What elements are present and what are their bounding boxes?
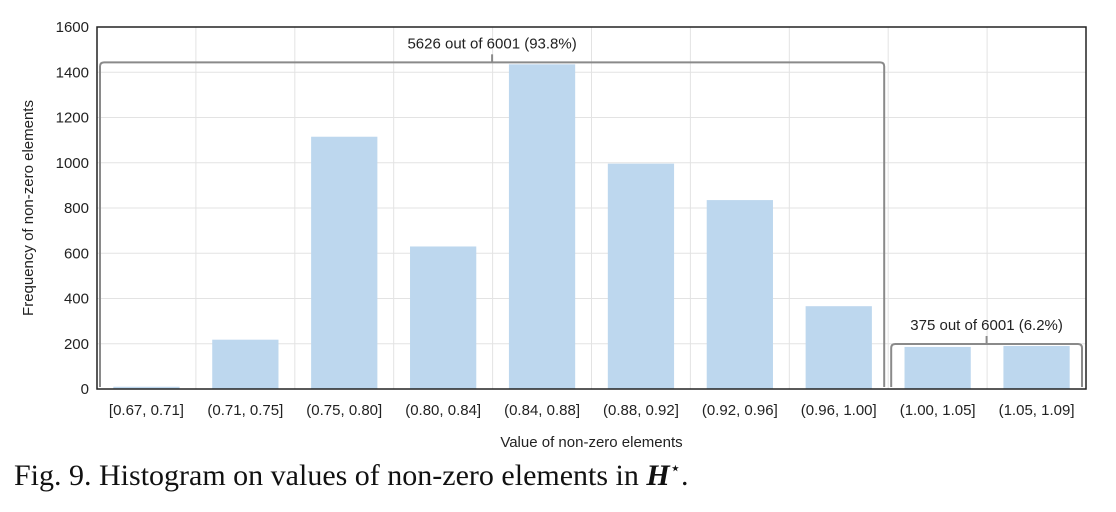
y-tick-label: 1200	[56, 110, 89, 127]
annotation-brackets: 5626 out of 6001 (93.8%) 375 out of 6001 …	[99, 35, 1083, 387]
y-tick-label: 800	[64, 200, 89, 217]
annotation-label: 5626 out of 6001 (93.8%)	[407, 35, 576, 52]
bar	[113, 386, 180, 389]
bar	[706, 200, 773, 389]
annotation-bracket	[890, 343, 1083, 387]
x-axis-ticks: [0.67, 0.71] (0.71, 0.75] (0.75, 0.80] (0.8…	[109, 402, 1075, 419]
plot-frame	[96, 26, 1087, 390]
y-tick-label: 400	[64, 291, 89, 308]
histogram-chart: 5626 out of 6001 (93.8%) 375 out of 6001 …	[20, 19, 1087, 451]
bar	[904, 346, 971, 389]
y-tick-label: 600	[64, 245, 89, 262]
x-tick-label: [0.67, 0.71]	[109, 402, 184, 419]
bar	[311, 136, 378, 389]
y-tick-label: 200	[64, 336, 89, 353]
caption-suffix: .	[681, 459, 689, 492]
caption-text: Fig. 9. Histogram on values of non-zero …	[14, 459, 647, 492]
x-tick-label: (0.96, 1.00]	[801, 402, 877, 419]
x-axis-label: Value of non-zero elements	[500, 434, 682, 451]
caption-math-symbol: H⋆	[646, 458, 681, 492]
x-tick-label: (0.75, 0.80]	[306, 402, 382, 419]
y-tick-label: 1000	[56, 155, 89, 172]
x-tick-label: (1.05, 1.09]	[999, 402, 1075, 419]
figure-caption: Fig. 9. Histogram on values of non-zero …	[14, 458, 689, 493]
grid-lines	[97, 26, 1086, 390]
y-tick-label: 0	[81, 381, 89, 398]
bars	[113, 64, 1070, 390]
y-axis-ticks: 0 200 400 600 800 1000 1200 1400 1600	[56, 19, 89, 398]
caption-superscript: ⋆	[669, 458, 681, 478]
bar	[805, 306, 872, 389]
bar	[1003, 346, 1070, 389]
y-tick-label: 1400	[56, 64, 89, 81]
bar	[607, 163, 675, 389]
x-tick-label: (0.92, 0.96]	[702, 402, 778, 419]
x-tick-label: (0.84, 0.88]	[504, 402, 580, 419]
bar	[410, 246, 477, 389]
x-tick-label: (0.71, 0.75]	[207, 402, 283, 419]
y-tick-label: 1600	[56, 19, 89, 36]
annotation-label: 375 out of 6001 (6.2%)	[910, 317, 1063, 334]
bar	[508, 64, 576, 390]
bar	[212, 339, 279, 389]
y-axis-label: Frequency of non-zero elements	[20, 100, 37, 316]
x-tick-label: (1.00, 1.05]	[900, 402, 976, 419]
x-tick-label: (0.88, 0.92]	[603, 402, 679, 419]
x-tick-label: (0.80, 0.84]	[405, 402, 481, 419]
